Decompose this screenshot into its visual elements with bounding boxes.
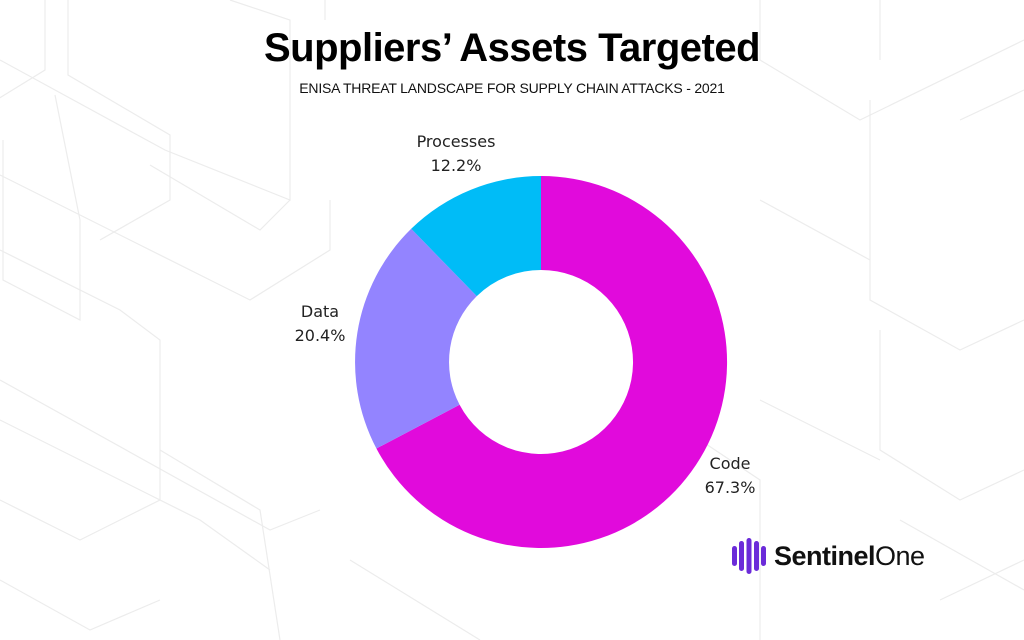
- label-data-value: 20.4%: [294, 326, 346, 345]
- sentinelone-mark-icon: [732, 538, 766, 574]
- label-code-value: 67.3%: [704, 478, 756, 497]
- logo-wordmark: SentinelOne: [774, 541, 925, 572]
- chart-subtitle: ENISA THREAT LANDSCAPE FOR SUPPLY CHAIN …: [299, 80, 725, 96]
- label-code: Code 67.3%: [690, 452, 770, 500]
- label-processes-value: 12.2%: [430, 156, 482, 175]
- label-processes: Processes 12.2%: [396, 130, 516, 178]
- label-data-name: Data: [300, 302, 340, 321]
- slice-code: [376, 175, 728, 548]
- logo-wordmark-bold: Sentinel: [774, 540, 876, 571]
- logo-wordmark-light: One: [875, 540, 925, 571]
- sentinelone-logo: SentinelOne: [732, 536, 925, 576]
- slice-data: [355, 228, 477, 449]
- label-processes-name: Processes: [416, 132, 496, 151]
- slice-processes: [411, 176, 541, 297]
- label-code-name: Code: [709, 454, 751, 473]
- chart-title: Suppliers’ Assets Targeted: [263, 26, 761, 70]
- label-data: Data 20.4%: [270, 300, 370, 348]
